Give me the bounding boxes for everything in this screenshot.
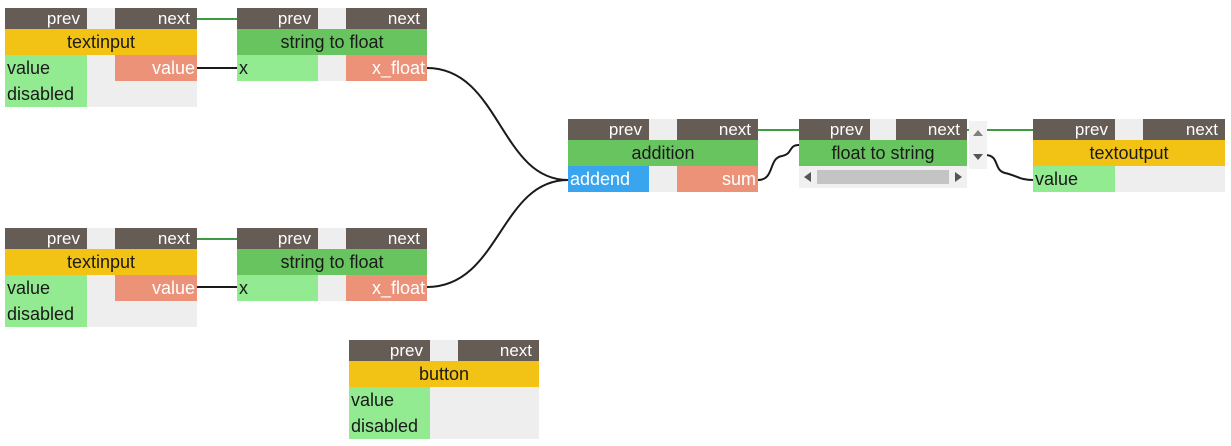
edge-sum-floattostring (757, 144, 800, 181)
node-title: addition (568, 140, 758, 166)
nav-gap (1115, 119, 1143, 140)
prev-port[interactable]: prev (237, 228, 318, 249)
spinner-down-button[interactable] (969, 145, 987, 169)
node-nav-row: prev next (5, 8, 197, 29)
port-row-value: value value (5, 275, 197, 301)
node-button[interactable]: prev next button value disabled (349, 340, 539, 439)
scrollbar-thumb[interactable] (817, 170, 949, 184)
node-float-to-string[interactable]: prev next float to string (799, 119, 967, 188)
input-port-addend[interactable]: addend (568, 166, 649, 192)
input-port-x[interactable]: x (237, 55, 318, 81)
spinner-up-button[interactable] (969, 121, 987, 145)
input-port-disabled[interactable]: disabled (5, 81, 87, 107)
node-title: textinput (5, 249, 197, 275)
port-row-value: value (349, 387, 539, 413)
node-string-to-float-1[interactable]: prev next string to float x x_float (237, 8, 427, 81)
node-title: float to string (799, 140, 967, 166)
port-row-x: x x_float (237, 275, 427, 301)
next-port[interactable]: next (346, 228, 427, 249)
input-port-value[interactable]: value (349, 387, 430, 413)
next-port[interactable]: next (896, 119, 967, 140)
node-nav-row: prev next (799, 119, 967, 140)
node-addition[interactable]: prev next addition addend sum (568, 119, 758, 192)
port-gap (1115, 166, 1225, 192)
node-nav-row: prev next (349, 340, 539, 361)
input-port-disabled[interactable]: disabled (5, 301, 87, 327)
nav-gap (87, 8, 115, 29)
prev-port[interactable]: prev (799, 119, 870, 140)
prev-port[interactable]: prev (237, 8, 318, 29)
input-port-value[interactable]: value (5, 55, 87, 81)
next-port[interactable]: next (115, 8, 197, 29)
output-port-sum[interactable]: sum (677, 166, 758, 192)
nav-gap (318, 8, 346, 29)
value-spinner[interactable] (969, 121, 987, 169)
node-title: textoutput (1033, 140, 1225, 166)
input-port-value[interactable]: value (1033, 166, 1115, 192)
port-gap (87, 301, 197, 327)
input-port-x[interactable]: x (237, 275, 318, 301)
port-gap (649, 166, 677, 192)
port-row-disabled: disabled (5, 301, 197, 327)
port-gap (87, 275, 115, 301)
scroll-left-arrow-icon[interactable] (799, 166, 816, 188)
node-nav-row: prev next (1033, 119, 1225, 140)
nav-gap (87, 228, 115, 249)
nav-gap (430, 340, 458, 361)
up-arrow-icon (973, 130, 983, 136)
next-port[interactable]: next (458, 340, 539, 361)
prev-port[interactable]: prev (1033, 119, 1115, 140)
node-nav-row: prev next (568, 119, 758, 140)
node-nav-row: prev next (237, 228, 427, 249)
port-gap (318, 275, 346, 301)
left-arrow-icon (804, 172, 811, 182)
prev-port[interactable]: prev (5, 228, 87, 249)
port-row-disabled: disabled (349, 413, 539, 439)
output-port-value[interactable]: value (115, 55, 197, 81)
scroll-right-arrow-icon[interactable] (950, 166, 967, 188)
node-textinput-2[interactable]: prev next textinput value value disabled (5, 228, 197, 327)
port-gap (87, 81, 197, 107)
port-gap (430, 387, 539, 413)
port-row-disabled: disabled (5, 81, 197, 107)
node-textinput-1[interactable]: prev next textinput value value disabled (5, 8, 197, 107)
port-row-value: value value (5, 55, 197, 81)
prev-port[interactable]: prev (5, 8, 87, 29)
prev-port[interactable]: prev (568, 119, 649, 140)
node-nav-row: prev next (237, 8, 427, 29)
next-port[interactable]: next (115, 228, 197, 249)
next-port[interactable]: next (346, 8, 427, 29)
port-row-addend: addend sum (568, 166, 758, 192)
input-port-disabled[interactable]: disabled (349, 413, 430, 439)
node-title: string to float (237, 29, 427, 55)
output-port-value[interactable]: value (115, 275, 197, 301)
input-port-value[interactable]: value (5, 275, 87, 301)
nav-gap (318, 228, 346, 249)
edge-xfloat1-addend (426, 67, 569, 181)
node-string-to-float-2[interactable]: prev next string to float x x_float (237, 228, 427, 301)
port-gap (87, 55, 115, 81)
right-arrow-icon (955, 172, 962, 182)
edge-fts-out-textoutput-value (984, 154, 1034, 181)
next-port[interactable]: next (677, 119, 758, 140)
nav-gap (649, 119, 677, 140)
node-textoutput[interactable]: prev next textoutput value (1033, 119, 1225, 192)
port-gap (318, 55, 346, 81)
node-title: button (349, 361, 539, 387)
node-title: string to float (237, 249, 427, 275)
port-row-x: x x_float (237, 55, 427, 81)
down-arrow-icon (973, 154, 983, 160)
node-title: textinput (5, 29, 197, 55)
horizontal-scrollbar[interactable] (799, 166, 967, 188)
next-port[interactable]: next (1143, 119, 1225, 140)
nav-gap (870, 119, 896, 140)
port-row-value: value (1033, 166, 1225, 192)
prev-port[interactable]: prev (349, 340, 430, 361)
output-port-x-float[interactable]: x_float (346, 55, 427, 81)
edge-xfloat2-addend (426, 179, 569, 288)
port-gap (430, 413, 539, 439)
node-nav-row: prev next (5, 228, 197, 249)
output-port-x-float[interactable]: x_float (346, 275, 427, 301)
